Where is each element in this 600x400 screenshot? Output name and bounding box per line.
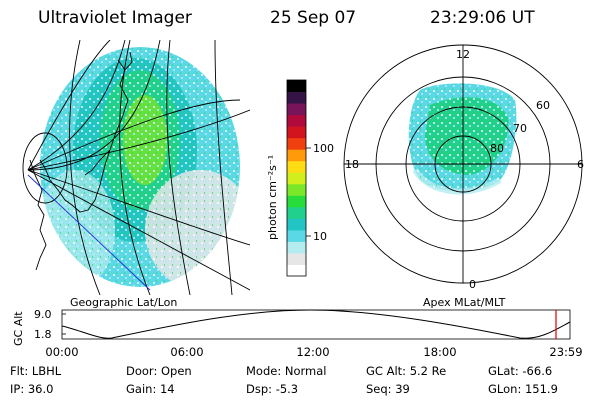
lat-label-60: 60 [536, 99, 550, 112]
colorbar-segment [287, 91, 306, 104]
altitude-curve [61, 309, 571, 339]
colorbar-unit-label: photon cm⁻²s⁻¹ [266, 155, 279, 240]
status-gc-alt: GC Alt: 5.2 Re [366, 364, 447, 378]
colorbar-segment [287, 149, 306, 162]
alt-tick-1-8: 1.8 [34, 328, 52, 341]
mlt-label-6: 6 [577, 158, 584, 171]
graticule [22, 40, 250, 295]
lat-label-80: 80 [490, 142, 504, 155]
mlt-label-0: 0 [469, 278, 476, 291]
time-tick-0600: 06:00 [170, 345, 203, 359]
colorbar-segment [287, 252, 306, 265]
colorbar-segment [287, 103, 306, 116]
colorbar-segment [287, 218, 306, 231]
time-tick-1200: 12:00 [296, 345, 329, 359]
time-tick-1800: 18:00 [423, 345, 456, 359]
colorbar-tick-10: 10 [313, 230, 327, 243]
colorbar [287, 80, 306, 277]
colorbar-segment [287, 229, 306, 242]
status-glon: GLon: 151.9 [488, 382, 558, 396]
colorbar-tick-100: 100 [313, 142, 334, 155]
status-dsp: Dsp: -5.3 [246, 382, 299, 396]
lat-label-70: 70 [513, 122, 527, 135]
status-glat: GLat: -66.6 [488, 364, 553, 378]
date-label: 25 Sep 07 [270, 8, 357, 28]
colorbar-segment [287, 160, 306, 173]
colorbar-segment [287, 206, 306, 219]
status-gain: Gain: 14 [126, 382, 175, 396]
coastline [29, 51, 133, 271]
time-tick-0000: 00:00 [45, 345, 78, 359]
colorbar-segment [287, 183, 306, 196]
terminator-line [27, 174, 151, 291]
left-panel-caption: Geographic Lat/Lon [70, 296, 177, 309]
status-flt: Flt: LBHL [10, 364, 62, 378]
alt-tick-9: 9.0 [34, 308, 52, 321]
colorbar-segment [287, 264, 306, 277]
alt-ylabel: GC Alt [12, 311, 25, 346]
colorbar-segment [287, 126, 306, 139]
colorbar-segment [287, 80, 306, 93]
status-mode: Mode: Normal [246, 364, 327, 378]
mlt-label-18: 18 [345, 158, 359, 171]
geographic-map [22, 40, 250, 295]
instrument-title: Ultraviolet Imager [38, 8, 192, 28]
time-tick-2359: 23:59 [549, 345, 582, 359]
colorbar-segment [287, 172, 306, 185]
colorbar-segment [287, 137, 306, 150]
time-label: 23:29:06 UT [430, 8, 535, 28]
colorbar-segment [287, 114, 306, 127]
status-seq: Seq: 39 [366, 382, 410, 396]
right-panel-caption: Apex MLat/MLT [423, 296, 506, 309]
colorbar-segment [287, 241, 306, 254]
status-ip: IP: 36.0 [10, 382, 54, 396]
altitude-plot: 9.0 1.8 GC Alt 00:00 06:00 12:00 18:00 2… [12, 308, 583, 359]
status-door: Door: Open [126, 364, 192, 378]
polar-map: 12 18 6 0 60 70 80 [343, 44, 584, 291]
colorbar-segment [287, 195, 306, 208]
mlt-label-12: 12 [456, 48, 470, 61]
